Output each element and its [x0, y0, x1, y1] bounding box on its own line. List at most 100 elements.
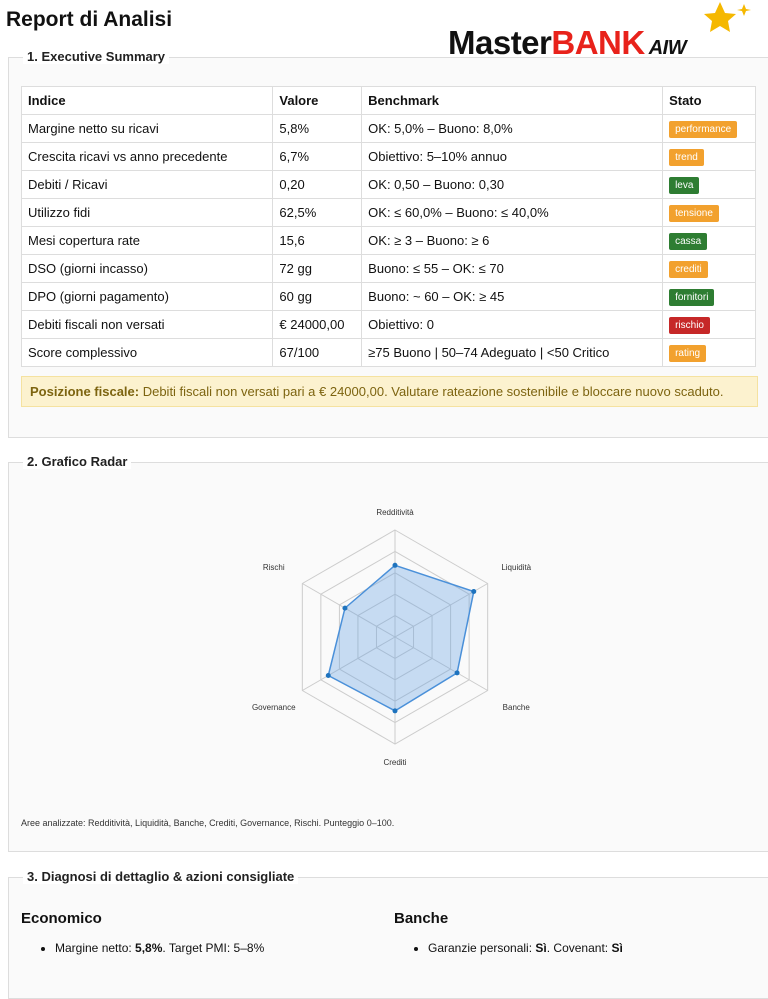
status-badge: cassa	[669, 232, 708, 250]
axis-label: Governance	[252, 703, 296, 712]
table-cell: rischio	[662, 310, 756, 339]
radar-axis	[394, 636, 488, 691]
column-header: Stato	[662, 86, 756, 115]
logo: MasterBANK AIW	[448, 24, 687, 62]
logo-bank: BANK	[551, 24, 645, 61]
column-title: Banche	[394, 910, 449, 927]
table-row: Debiti fiscali non versati € 24000,00 Obie…	[20, 310, 756, 339]
status-badge: rischio	[669, 316, 710, 334]
table-cell: 5,8%	[272, 114, 363, 143]
item-text: Garanzie personali:	[428, 941, 536, 955]
column-title: Economico	[21, 910, 102, 927]
table-cell: 60 gg	[272, 282, 363, 311]
table-cell: 0,20	[272, 170, 363, 199]
table-cell: fornitori	[662, 282, 756, 311]
table-row: Debiti / Ricavi 0,20 OK: 0,50 – Buono: 0,3…	[20, 170, 756, 199]
table-cell: Obiettivo: 0	[361, 310, 664, 339]
logo-star	[704, 2, 751, 32]
radar-point	[325, 673, 331, 679]
table-row: Mesi copertura rate 15,6 OK: ≥ 3 – Buono: …	[20, 226, 756, 255]
table-row: Score complessivo 67/100 ≥75 Buono | 50–74…	[20, 338, 756, 367]
radar-point	[392, 562, 398, 568]
table-row: DSO (giorni incasso) 72 gg Buono: ≤ 55 – O…	[20, 254, 756, 283]
table-row: Utilizzo fidi 62,5% OK: ≤ 60,0% – Buono: ≤…	[20, 198, 756, 227]
list-item: Garanzie personali: Sì. Covenant: Sì	[428, 941, 744, 955]
radar-axis	[302, 636, 396, 691]
axis-label: Banche	[503, 703, 531, 712]
status-badge: leva	[669, 176, 700, 194]
section-legend: 2. Grafico Radar	[23, 454, 132, 469]
item-list: Margine netto: 5,8%. Target PMI: 5–8%	[21, 941, 371, 955]
title: Report di Analisi	[6, 8, 173, 31]
summary-table: Indice Valore Benchmark Stato Margine netto …	[20, 86, 756, 367]
radar-point	[342, 605, 348, 611]
table-cell: leva	[662, 170, 756, 199]
status-badge: fornitori	[669, 288, 715, 306]
column-header: Valore	[272, 86, 363, 115]
item-text: . Target PMI: 5–8%	[162, 941, 265, 955]
diagnosis-column: Economico Margine netto: 5,8%. Target PMI…	[21, 910, 371, 955]
table-cell: DSO (giorni incasso)	[20, 254, 274, 283]
table-cell: tensione	[662, 198, 756, 227]
radar-note: Aree analizzate: Redditività, Liquidità,…	[21, 818, 395, 828]
column-header: Indice	[20, 86, 274, 115]
table-cell: Crescita ricavi vs anno precedente	[20, 142, 274, 171]
status-badge: tensione	[669, 204, 719, 222]
logo-master: Master	[448, 24, 552, 61]
table-cell: 15,6	[272, 226, 363, 255]
radar-chart: Redditività Liquidità Banche Crediti Governa…	[252, 508, 532, 767]
table-cell: DPO (giorni pagamento)	[20, 282, 274, 311]
table-cell: Mesi copertura rate	[20, 226, 274, 255]
table-cell: OK: 5,0% – Buono: 8,0%	[361, 114, 664, 143]
table-cell: 72 gg	[272, 254, 363, 283]
item-value: Sì	[535, 941, 547, 955]
notice-label: Posizione fiscale:	[30, 384, 140, 399]
table-cell: Obiettivo: 5–10% annuo	[361, 142, 664, 171]
table-cell: 67/100	[272, 338, 363, 367]
notice: Posizione fiscale: Debiti fiscali non ve…	[21, 376, 758, 407]
table-cell: Buono: ~ 60 – OK: ≥ 45	[361, 282, 664, 311]
status-badge: rating	[669, 344, 707, 362]
diagnosis-section: 3. Diagnosi di dettaglio & azioni consig…	[8, 869, 768, 999]
radar-point	[392, 708, 398, 714]
axis-label: Redditività	[376, 508, 414, 517]
table-row: DPO (giorni pagamento) 60 gg Buono: ~ 60 –…	[20, 282, 756, 311]
item-value: 5,8%	[135, 941, 163, 955]
table-cell: Buono: ≤ 55 – OK: ≤ 70	[361, 254, 664, 283]
status-badge: crediti	[669, 260, 708, 278]
axis-label: Crediti	[383, 758, 406, 767]
table-cell: 62,5%	[272, 198, 363, 227]
table-cell: Margine netto su ricavi	[20, 114, 274, 143]
radar-point	[471, 589, 477, 595]
item-value: Sì	[611, 941, 623, 955]
table-cell: ≥75 Buono | 50–74 Adeguato | <50 Critico	[361, 338, 664, 367]
summary-section: 1. Executive Summary Indice Valore Benchma…	[8, 49, 768, 438]
table-cell: 6,7%	[272, 142, 363, 171]
table-row: Crescita ricavi vs anno precedente 6,7% Ob…	[20, 142, 756, 171]
list-item: Margine netto: 5,8%. Target PMI: 5–8%	[55, 941, 371, 955]
status-badge: trend	[669, 148, 704, 166]
item-text: Margine netto:	[55, 941, 136, 955]
section-legend: 3. Diagnosi di dettaglio & azioni consig…	[23, 869, 299, 884]
section-legend: 1. Executive Summary	[23, 49, 170, 64]
table-cell: Utilizzo fidi	[20, 198, 274, 227]
table-cell: performance	[662, 114, 756, 143]
table-cell: OK: ≥ 3 – Buono: ≥ 6	[361, 226, 664, 255]
page: Report di Analisi MasterBANK AIW 1. Execu…	[0, 0, 768, 954]
table-row: Margine netto su ricavi 5,8% OK: 5,0% – Bu…	[20, 114, 756, 143]
column-header: Benchmark	[361, 86, 664, 115]
logo-suffix: AIW	[648, 37, 687, 59]
table-cell: Debiti fiscali non versati	[20, 310, 274, 339]
table-cell: rating	[662, 338, 756, 367]
table-cell: € 24000,00	[272, 310, 363, 339]
item-text: . Covenant:	[546, 941, 612, 955]
table-cell: cassa	[662, 226, 756, 255]
radar-axis	[302, 583, 396, 638]
notice-text: Debiti fiscali non versati pari a € 2400…	[139, 384, 724, 399]
axis-label: Rischi	[263, 563, 285, 572]
table-cell: OK: ≤ 60,0% – Buono: ≤ 40,0%	[361, 198, 664, 227]
status-badge: performance	[669, 120, 738, 138]
radar-area	[327, 564, 475, 712]
table-cell: OK: 0,50 – Buono: 0,30	[361, 170, 664, 199]
table-cell: Score complessivo	[20, 338, 274, 367]
